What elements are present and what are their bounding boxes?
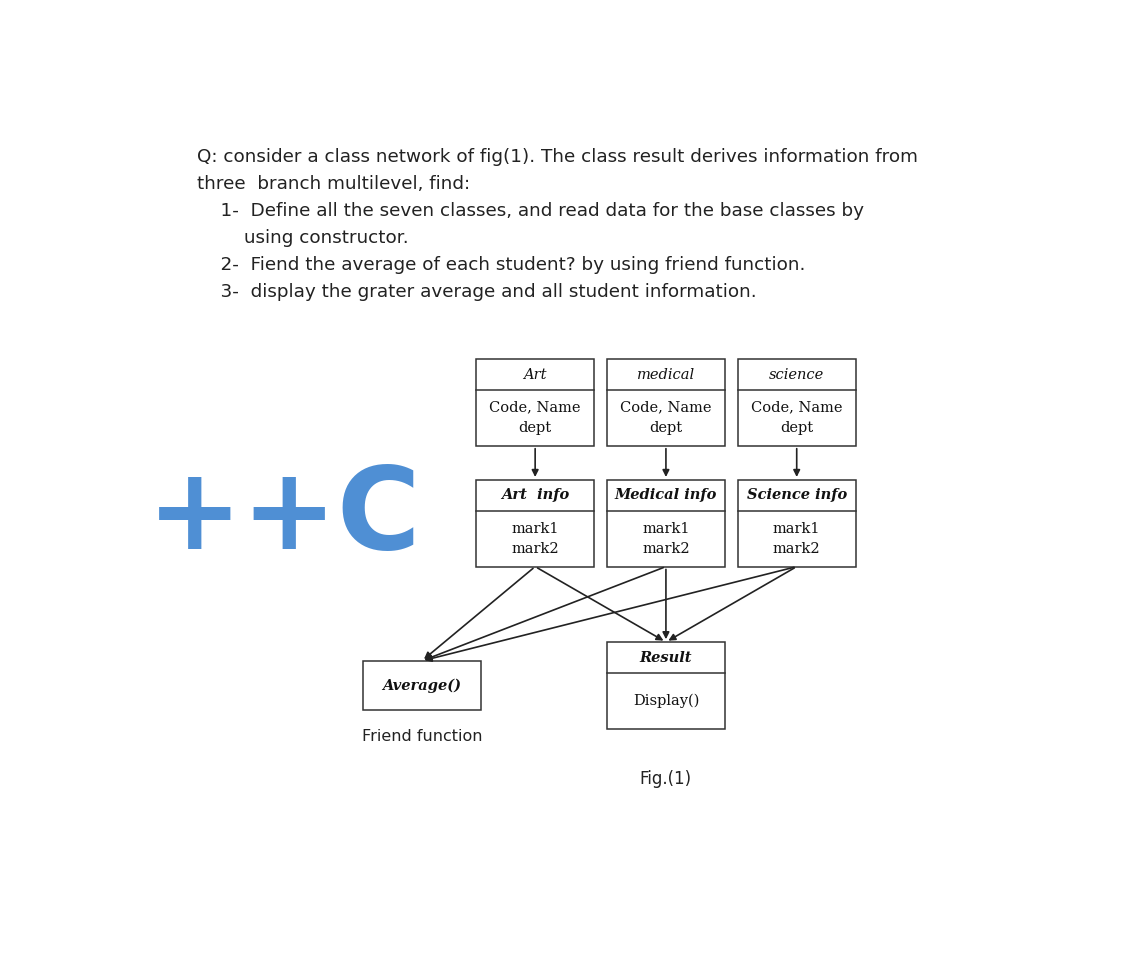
Bar — [608, 480, 724, 566]
Text: Science info: Science info — [747, 488, 847, 503]
Bar — [738, 359, 856, 446]
Text: Art  info: Art info — [501, 488, 569, 503]
Bar — [476, 480, 594, 566]
Bar — [608, 642, 724, 729]
Text: science: science — [770, 368, 825, 381]
Text: Display(): Display() — [632, 694, 699, 709]
Text: ++C: ++C — [147, 462, 422, 573]
Text: Code, Name
dept: Code, Name dept — [489, 401, 580, 435]
Text: Medical info: Medical info — [614, 488, 717, 503]
Bar — [738, 480, 856, 566]
Text: mark1
mark2: mark1 mark2 — [773, 521, 820, 556]
Text: Q: consider a class network of fig(1). The class result derives information from: Q: consider a class network of fig(1). T… — [197, 148, 918, 301]
Text: Art: Art — [523, 368, 547, 381]
Bar — [476, 359, 594, 446]
Text: mark1
mark2: mark1 mark2 — [512, 521, 559, 556]
Text: Fig.(1): Fig.(1) — [640, 770, 692, 788]
Bar — [608, 359, 724, 446]
Text: Result: Result — [640, 651, 692, 664]
Text: Friend function: Friend function — [361, 729, 482, 744]
Text: Code, Name
dept: Code, Name dept — [620, 401, 712, 435]
Text: Code, Name
dept: Code, Name dept — [752, 401, 843, 435]
Text: mark1
mark2: mark1 mark2 — [642, 521, 690, 556]
Bar — [363, 661, 480, 710]
Text: Average(): Average() — [382, 678, 461, 693]
Text: medical: medical — [637, 368, 695, 381]
